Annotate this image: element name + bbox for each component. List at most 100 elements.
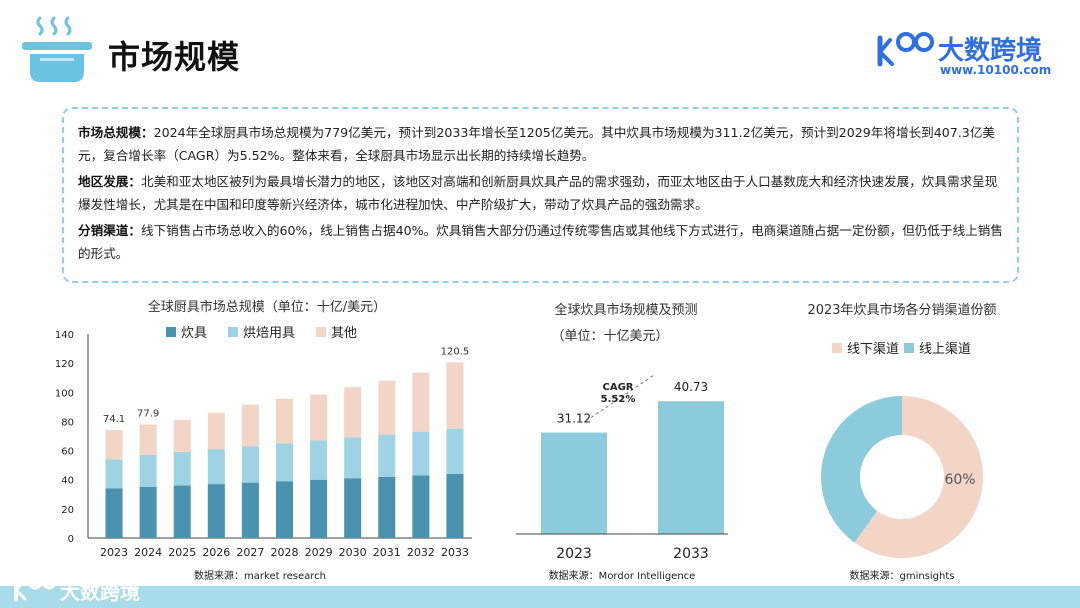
- y-tick-label: 20: [61, 505, 74, 516]
- x-tick-label: 2033: [441, 546, 469, 559]
- total-label: 74.1: [103, 414, 125, 425]
- summary-text: 2024年全球厨具市场总规模为779亿美元，预计到2033年增长至1205亿美元…: [78, 125, 996, 163]
- bar-segment: [139, 454, 157, 487]
- bar-segment: [310, 394, 328, 441]
- x-axis: 2023 2024 2025 2026 2027 2028 2029 2030 2031 2032…: [100, 546, 469, 559]
- x-tick-label: 2025: [168, 546, 196, 559]
- bar-segment: [173, 452, 191, 486]
- chart-legend: 线下渠道 线上渠道: [832, 342, 971, 357]
- x-tick-label: 2026: [202, 546, 230, 559]
- summary-text: 线下销售占市场总收入的60%，线上销售占据40%。炊具销售大部分仍通过传统零售店…: [78, 223, 1003, 261]
- chart-source: 数据来源：Mordor Intelligence: [549, 569, 696, 582]
- x-tick-label: 2027: [236, 546, 264, 559]
- bar-segment: [310, 440, 328, 480]
- total-label: 120.5: [441, 346, 470, 357]
- bar-segment: [173, 419, 191, 453]
- chart-source: 数据来源：market research: [194, 569, 326, 582]
- bar: [658, 401, 724, 534]
- svg-text:大数跨境: 大数跨境: [60, 580, 140, 604]
- summary-label: 分销渠道：: [78, 223, 141, 238]
- bar-segment: [412, 475, 430, 538]
- bar: [541, 432, 607, 534]
- summary-regional: 地区发展：北美和亚太地区被列为最具增长潜力的地区，该地区对高端和创新厨具炊具产品…: [78, 170, 1003, 216]
- bar-segment: [344, 387, 362, 438]
- y-tick-label: 60: [61, 447, 74, 458]
- legend-label: 烘焙用具: [243, 326, 295, 341]
- bars: 31.12 2023 40.73 2033: [541, 380, 724, 562]
- chart-title: 全球炊具市场规模及预测: [554, 302, 697, 318]
- legend-label: 线上渠道: [919, 342, 971, 357]
- legend-label: 线下渠道: [847, 342, 899, 357]
- bar-segment: [275, 443, 294, 482]
- slice-label: 60%: [944, 472, 975, 488]
- bar-segment: [310, 479, 328, 538]
- bar-segment: [241, 404, 259, 447]
- bar-segment: [105, 488, 123, 538]
- y-tick-label: 120: [55, 359, 74, 370]
- legend-swatch: [228, 327, 238, 337]
- chart-source: 数据来源：gminsights: [849, 569, 954, 582]
- bar-segment: [139, 424, 157, 455]
- donut-chart: 2023年炊具市场各分销渠道份额 线下渠道 线上渠道 60% 数据来源：gmins…: [807, 302, 996, 582]
- bar-segment: [378, 434, 396, 477]
- legend-swatch: [316, 327, 326, 337]
- page-title: 市场规模: [108, 38, 241, 76]
- brand-name: 大数跨境: [938, 36, 1043, 66]
- summary-box: 市场总规模：2024年全球厨具市场总规模为779亿美元，预计到2033年增长至1…: [62, 107, 1019, 283]
- bar-segment: [173, 485, 191, 538]
- bar-segment: [275, 481, 294, 538]
- x-tick-label: 2033: [673, 546, 709, 562]
- bar-segment: [241, 482, 259, 538]
- summary-market-size: 市场总规模：2024年全球厨具市场总规模为779亿美元，预计到2033年增长至1…: [78, 121, 1003, 167]
- chart-cookware-forecast: 全球炊具市场规模及预测 （单位：十亿美元） 31.12 2023 40.73 2033…: [516, 292, 736, 584]
- legend-label: 其他: [331, 326, 357, 341]
- value-label: 31.12: [557, 412, 591, 426]
- bar-segment: [378, 476, 396, 538]
- footer-bar: [0, 586, 1080, 608]
- summary-text: 北美和亚太地区被列为最具增长潜力的地区，该地区对高端和创新厨具炊具产品的需求强劲…: [78, 174, 998, 212]
- bar-segment: [412, 372, 430, 432]
- bar-segment: [105, 430, 123, 460]
- total-label: 77.9: [137, 408, 159, 419]
- brand-url[interactable]: www.10100.com: [940, 63, 1052, 77]
- chart-title: 全球厨具市场总规模（单位：十亿/美元）: [148, 299, 386, 315]
- summary-label: 地区发展：: [78, 174, 141, 189]
- bar-segment: [378, 380, 396, 435]
- x-tick-label: 2024: [134, 546, 162, 559]
- pot-icon: [22, 16, 92, 82]
- footer-watermark-logo: 大数跨境: [14, 574, 140, 604]
- cagr-label: CAGR: [603, 382, 634, 393]
- chart-title: 2023年炊具市场各分销渠道份额: [807, 302, 996, 318]
- bar-chart: 全球炊具市场规模及预测 （单位：十亿美元） 31.12 2023 40.73 2033…: [516, 302, 728, 582]
- x-tick-label: 2023: [556, 546, 592, 562]
- bar-segment: [412, 431, 430, 476]
- legend-label: 炊具: [181, 326, 207, 341]
- bars: 74.1 77.9 120.5: [103, 346, 469, 538]
- bar-segment: [275, 398, 294, 444]
- donut-slice: [854, 396, 983, 558]
- bar-segment: [207, 449, 225, 485]
- chart-kitchenware-market: 全球厨具市场总规模（单位：十亿/美元） 炊具 烘焙用具 其他 0 20 40 60 80 10…: [52, 292, 482, 584]
- y-tick-label: 140: [55, 330, 74, 341]
- logo-icon: [877, 32, 934, 67]
- bar-segment: [207, 484, 225, 538]
- y-tick-label: 40: [61, 476, 74, 487]
- x-tick-label: 2029: [305, 546, 333, 559]
- bar-segment: [139, 487, 157, 538]
- bar-segment: [241, 446, 259, 483]
- cagr-trend-line: [585, 374, 655, 422]
- value-label: 40.73: [674, 380, 708, 394]
- bar-segment: [105, 459, 123, 489]
- chart-subtitle: （单位：十亿美元）: [551, 329, 668, 344]
- stacked-bar-chart: 全球厨具市场总规模（单位：十亿/美元） 炊具 烘焙用具 其他 0 20 40 60 80 10…: [55, 299, 472, 582]
- brand-logo[interactable]: 大数跨境 www.10100.com: [874, 26, 1054, 80]
- cagr-value: 5.52%: [601, 394, 636, 405]
- chart-channel-share: 2023年炊具市场各分销渠道份额 线下渠道 线上渠道 60% 数据来源：gmins…: [780, 292, 1040, 584]
- bar-segment: [446, 428, 464, 474]
- bar-segment: [344, 478, 362, 538]
- summary-channels: 分销渠道：线下销售占市场总收入的60%，线上销售占据40%。炊具销售大部分仍通过…: [78, 219, 1003, 265]
- legend-swatch: [832, 343, 842, 353]
- x-tick-label: 2032: [407, 546, 435, 559]
- x-tick-label: 2023: [100, 546, 128, 559]
- legend-swatch: [904, 343, 914, 353]
